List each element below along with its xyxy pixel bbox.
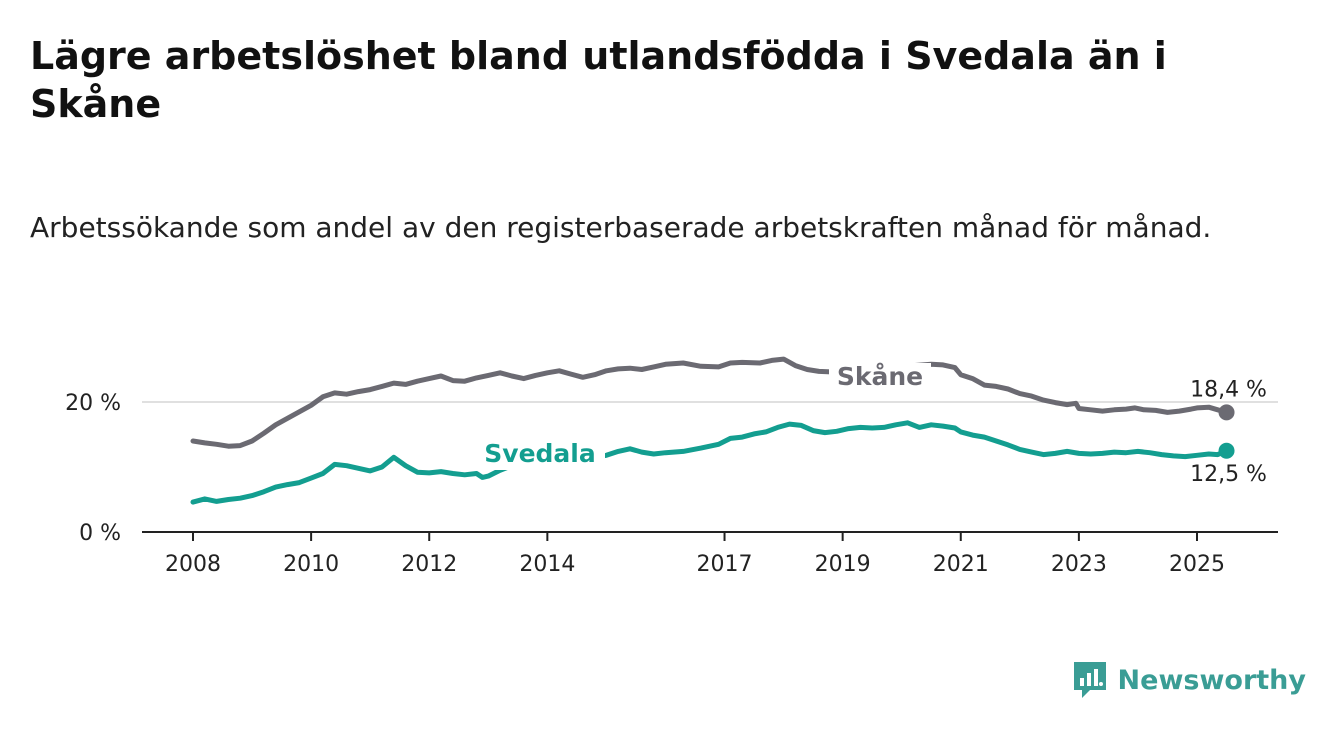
x-tick-label: 2019 [815, 552, 871, 577]
series-end-point [1218, 442, 1235, 459]
series-label-background [829, 363, 931, 393]
newsworthy-brand[interactable]: Newsworthy [1072, 660, 1306, 700]
x-tick-label: 2021 [933, 552, 989, 577]
x-tick-label: 2010 [283, 552, 339, 577]
series-end-label: 12,5 % [1190, 462, 1267, 487]
y-tick-label: 20 % [65, 391, 121, 416]
brand-name: Newsworthy [1117, 664, 1306, 696]
series-name-label: Skåne [837, 362, 923, 391]
x-tick-label: 2017 [697, 552, 753, 577]
chart-subtitle: Arbetssökande som andel av den registerb… [30, 211, 1212, 244]
x-tick-label: 2025 [1169, 552, 1225, 577]
series-end-label: 18,4 % [1190, 377, 1267, 402]
series-line-svedala [190, 420, 1229, 505]
series-label-background [475, 440, 605, 470]
series-line-sk-ne [190, 356, 1229, 449]
y-tick-label: 0 % [79, 521, 121, 546]
x-tick-label: 2023 [1051, 552, 1107, 577]
x-tick-label: 2012 [401, 552, 457, 577]
series-end-point [1218, 404, 1235, 421]
series-labels: 18,4 % 12,5 % Skåne Svedala [475, 362, 1267, 487]
series-lines [190, 356, 1235, 505]
series-name-label: Svedala [484, 439, 595, 468]
chart-title: Lägre arbetslöshet bland utlandsfödda i … [30, 34, 1167, 126]
x-tick-label: 2014 [519, 552, 575, 577]
newsworthy-logo-icon [1073, 662, 1106, 698]
axes: 0 % 20 % 2008 2010 2012 2014 2017 2019 2021 2023 2… [65, 391, 1278, 577]
x-tick-label: 2008 [165, 552, 221, 577]
